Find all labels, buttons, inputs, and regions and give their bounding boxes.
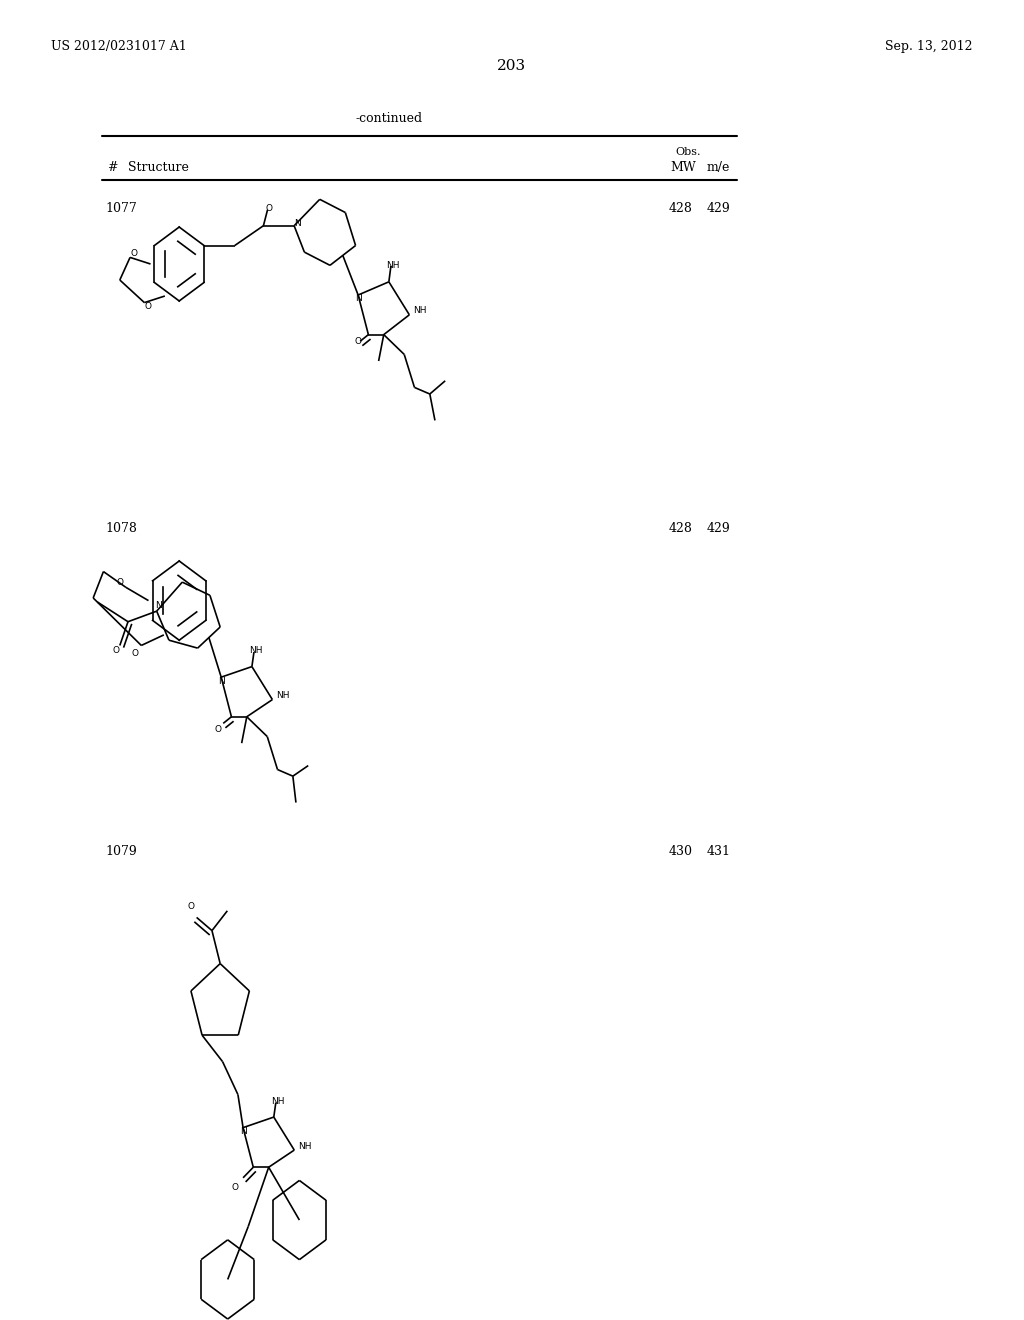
Text: Sep. 13, 2012: Sep. 13, 2012 bbox=[886, 40, 973, 53]
Text: Obs.: Obs. bbox=[676, 147, 701, 157]
Text: N: N bbox=[240, 1127, 247, 1137]
Text: N: N bbox=[156, 602, 162, 610]
Text: N: N bbox=[218, 677, 224, 685]
Text: O: O bbox=[215, 726, 221, 734]
Text: O: O bbox=[131, 249, 137, 257]
Text: O: O bbox=[188, 903, 195, 911]
Text: NH: NH bbox=[275, 692, 290, 700]
Text: -continued: -continued bbox=[355, 112, 423, 125]
Text: 1079: 1079 bbox=[105, 845, 137, 858]
Text: N: N bbox=[294, 219, 301, 227]
Text: 428: 428 bbox=[669, 521, 692, 535]
Text: O: O bbox=[113, 647, 119, 655]
Text: 1077: 1077 bbox=[105, 202, 137, 215]
Text: N: N bbox=[354, 294, 361, 304]
Text: #: # bbox=[108, 161, 118, 174]
Text: 431: 431 bbox=[707, 845, 730, 858]
Text: NH: NH bbox=[413, 306, 426, 315]
Text: O: O bbox=[132, 649, 138, 657]
Text: US 2012/0231017 A1: US 2012/0231017 A1 bbox=[51, 40, 187, 53]
Text: NH: NH bbox=[298, 1142, 311, 1151]
Text: 428: 428 bbox=[669, 202, 692, 215]
Text: NH: NH bbox=[249, 647, 263, 655]
Text: O: O bbox=[145, 302, 152, 312]
Text: Structure: Structure bbox=[128, 161, 188, 174]
Text: NH: NH bbox=[386, 261, 399, 271]
Text: O: O bbox=[231, 1183, 239, 1192]
Text: O: O bbox=[117, 578, 123, 586]
Text: 429: 429 bbox=[707, 202, 730, 215]
Text: 430: 430 bbox=[669, 845, 692, 858]
Text: MW: MW bbox=[671, 161, 696, 174]
Text: NH: NH bbox=[271, 1097, 285, 1106]
Text: O: O bbox=[354, 337, 361, 346]
Text: 203: 203 bbox=[498, 59, 526, 73]
Text: 1078: 1078 bbox=[105, 521, 137, 535]
Text: O: O bbox=[265, 205, 272, 213]
Text: m/e: m/e bbox=[707, 161, 730, 174]
Text: 429: 429 bbox=[707, 521, 730, 535]
